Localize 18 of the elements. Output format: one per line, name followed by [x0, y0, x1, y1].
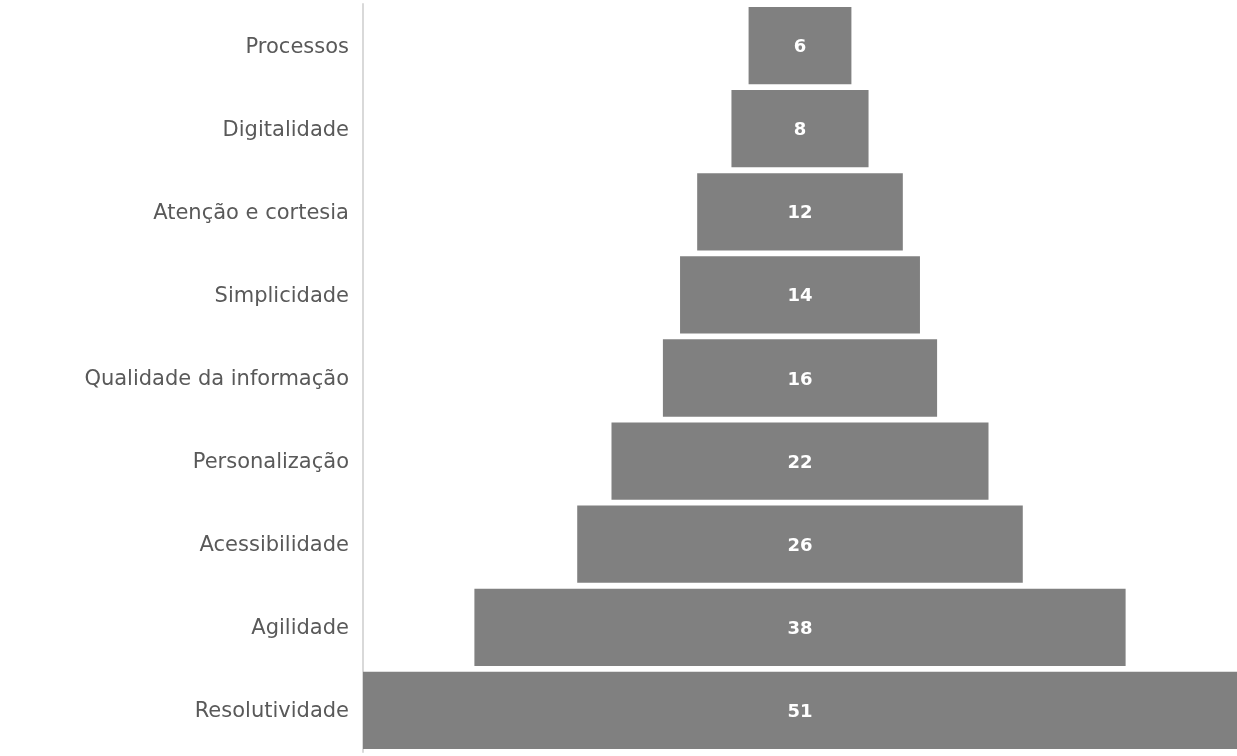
data-label: 22 [787, 450, 813, 472]
category-label: Digitalidade [222, 116, 349, 141]
data-label: 8 [793, 118, 807, 140]
category-label: Simplicidade [214, 282, 349, 307]
data-label: 51 [787, 699, 813, 721]
category-label: Processos [245, 33, 349, 58]
data-label: 12 [787, 201, 813, 223]
category-label: Atenção e cortesia [153, 199, 349, 224]
data-label: 26 [787, 533, 813, 555]
data-label: 16 [787, 367, 813, 389]
data-label: 6 [793, 35, 807, 57]
category-label: Resolutividade [194, 698, 349, 723]
category-label: Qualidade da informação [84, 366, 349, 390]
data-label: 38 [787, 616, 813, 638]
category-label: Agilidade [251, 615, 349, 640]
data-label: 14 [787, 284, 813, 306]
category-label: Acessibilidade [199, 532, 349, 557]
category-label: Personalização [192, 449, 349, 474]
